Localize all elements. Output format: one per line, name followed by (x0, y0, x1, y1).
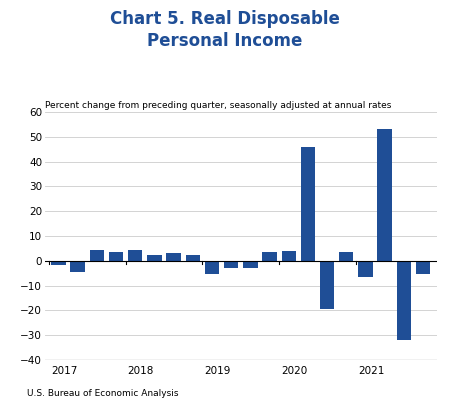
Text: 2018: 2018 (127, 366, 154, 376)
Text: 2021: 2021 (358, 366, 384, 376)
Text: 2020: 2020 (281, 366, 307, 376)
Bar (301, 147, 315, 261)
Bar (397, 261, 411, 340)
Bar (358, 261, 373, 277)
Bar (378, 129, 392, 261)
Bar (320, 261, 334, 309)
Bar (224, 261, 238, 268)
Bar (282, 251, 296, 261)
Bar (128, 250, 142, 261)
Bar (243, 261, 257, 268)
Bar (51, 261, 66, 264)
Text: 2017: 2017 (51, 366, 77, 376)
Bar (262, 252, 277, 261)
Bar (205, 261, 219, 274)
Bar (147, 255, 162, 261)
Bar (90, 250, 104, 261)
Bar (71, 261, 85, 272)
Bar (185, 255, 200, 261)
Bar (416, 261, 430, 274)
Text: 2019: 2019 (204, 366, 231, 376)
Bar (109, 252, 123, 261)
Bar (339, 252, 354, 261)
Text: U.S. Bureau of Economic Analysis: U.S. Bureau of Economic Analysis (27, 389, 179, 398)
Bar (166, 253, 181, 261)
Text: Chart 5. Real Disposable
Personal Income: Chart 5. Real Disposable Personal Income (110, 10, 340, 50)
Text: Percent change from preceding quarter, seasonally adjusted at annual rates: Percent change from preceding quarter, s… (45, 101, 392, 110)
